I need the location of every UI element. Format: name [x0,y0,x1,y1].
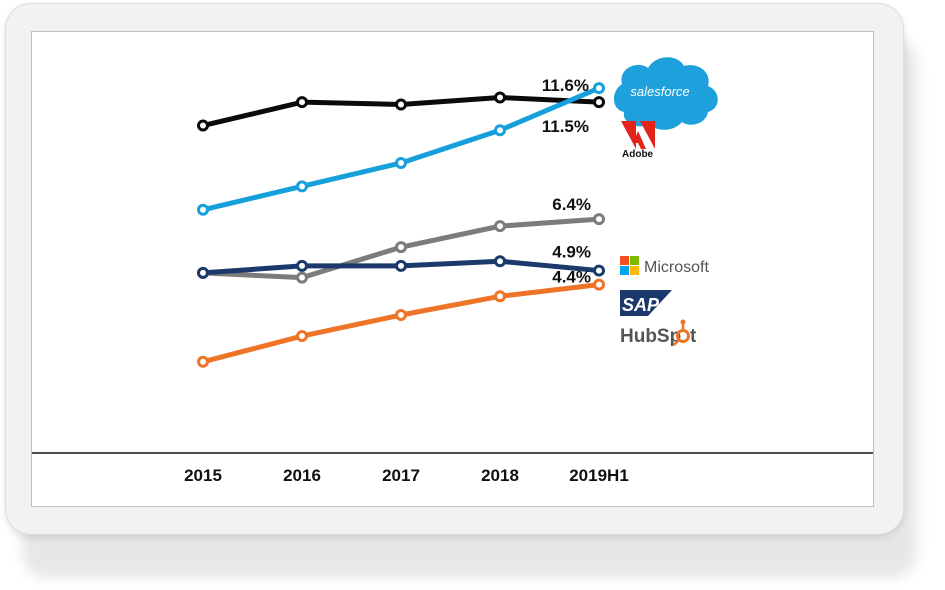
sap-point-2015 [197,266,209,279]
sap-end-label: 4.9% [552,243,591,262]
sap-logo-text: SAP [622,295,660,315]
x-tick-2017: 2017 [382,466,420,485]
value-labels: 11.6% 11.5% 6.4% 4.9% 4.4% [542,76,591,286]
hubspot-end-label: 4.4% [552,268,591,287]
x-tick-2018: 2018 [481,466,519,485]
microsoft-point-2018 [494,220,506,233]
hubspot-point-2016 [296,330,308,343]
microsoft-point-2017 [395,241,407,254]
sap-point-2018 [494,255,506,268]
salesforce-point-2019H1 [593,96,605,109]
microsoft-end-label: 6.4% [552,195,591,214]
sap-point-2017 [395,259,407,272]
hubspot-point-2018 [494,290,506,303]
adobe-point-2015 [197,203,209,216]
salesforce-point-2015 [197,119,209,132]
adobe-end-label: 11.5% [542,117,589,136]
hubspot-logo-text-b: t [690,326,697,347]
line-chart: 11.6%11.5%6.4%4.9%4.4% 2015 2016 2017 2018 2… [32,57,873,485]
salesforce-end-label: 11.6% [542,76,589,95]
salesforce-point-2018 [494,91,506,104]
hubspot-line [202,282,600,365]
hubspot-logo-text-a: HubSp [620,326,681,347]
x-tick-labels: 2015 2016 2017 2018 2019H1 [184,466,629,485]
adobe-point-2017 [395,156,407,169]
x-tick-2019H1: 2019H1 [569,466,629,485]
x-tick-2015: 2015 [184,466,222,485]
series-layer [197,82,605,368]
salesforce-point-2017 [395,98,407,111]
salesforce-logo-text: salesforce [630,84,689,99]
hubspot-point-2019H1 [593,278,605,291]
sap-logo: SAP [620,290,672,316]
microsoft-point-2019H1 [593,213,605,226]
sap-point-2019H1 [593,264,605,277]
salesforce-point-2016 [296,96,308,109]
adobe-point-2016 [296,180,308,193]
adobe-point-2019H1 [593,82,605,95]
x-tick-2016: 2016 [283,466,321,485]
microsoft-logo: Microsoft [620,256,709,276]
adobe-logo-text: Adobe [622,149,654,160]
adobe-point-2018 [494,124,506,137]
hubspot-sprocket-icon [676,329,690,343]
microsoft-point-2016 [296,271,308,284]
hubspot-logo: HubSp t [620,319,697,347]
chart-panel: 11.6% 11.5% 6.4% 4.9% 4.4% 2015 2016 2017 2018 2… [31,31,874,507]
adobe-logo: Adobe [621,121,655,160]
salesforce-logo: salesforce [613,57,718,130]
sap-point-2016 [296,259,308,272]
microsoft-logo-text: Microsoft [644,259,709,276]
hubspot-point-2015 [197,355,209,368]
hubspot-point-2017 [395,309,407,322]
